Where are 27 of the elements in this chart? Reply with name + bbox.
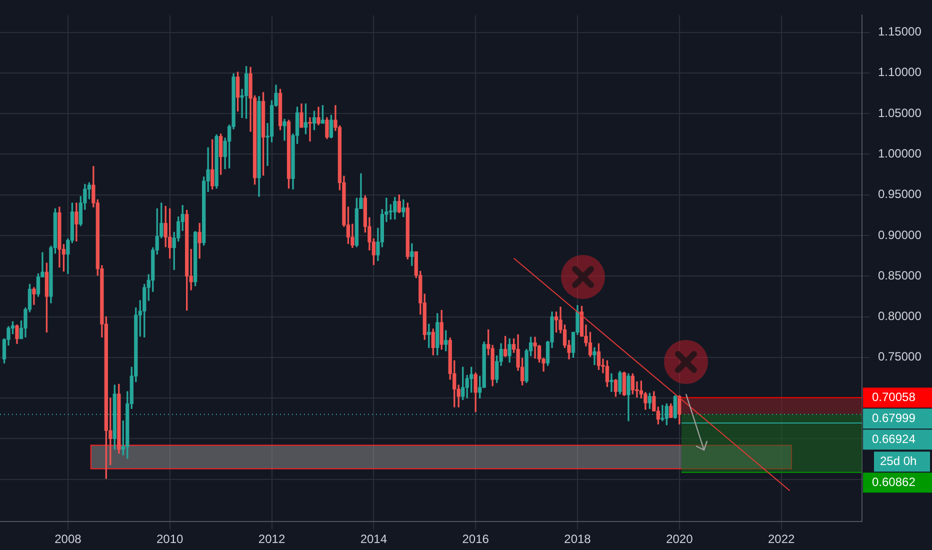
- ref-line-label: 0.60862: [872, 474, 916, 489]
- ref-line-label: 0.67999: [872, 410, 916, 425]
- y-tick-label: 0.80000: [878, 309, 922, 324]
- y-tick-label: 0.90000: [878, 228, 922, 242]
- x-tick-label: 2008: [54, 532, 82, 546]
- y-tick-label: 0.85000: [878, 268, 922, 282]
- y-tick-label: 1.05000: [878, 106, 922, 120]
- x-tick-label: 2018: [564, 532, 592, 546]
- candlestick: [308, 117, 312, 142]
- text: 25d 0h: [880, 454, 917, 468]
- candlestick: [592, 347, 596, 366]
- x-tick-label: 2020: [666, 532, 694, 546]
- candlestick: [282, 118, 286, 141]
- y-tick-label: 1.10000: [878, 65, 922, 80]
- candlestick: [533, 336, 537, 359]
- ref-line-label: 0.66924: [872, 432, 916, 446]
- candlestick: [610, 373, 614, 392]
- x-tick-label: 2012: [258, 532, 286, 546]
- y-tick-label: 0.95000: [878, 187, 922, 202]
- ref-line-label: 0.70058: [872, 390, 916, 404]
- y-tick-label: 0.75000: [878, 350, 922, 364]
- y-tick-label: 1.00000: [878, 146, 922, 161]
- x-tick-label: 2014: [360, 532, 388, 546]
- x-tick-label: 2022: [768, 532, 795, 546]
- x-tick-label: 2010: [156, 532, 184, 546]
- x-tick-label: 2016: [462, 532, 490, 546]
- y-tick-label: 1.15000: [878, 24, 922, 39]
